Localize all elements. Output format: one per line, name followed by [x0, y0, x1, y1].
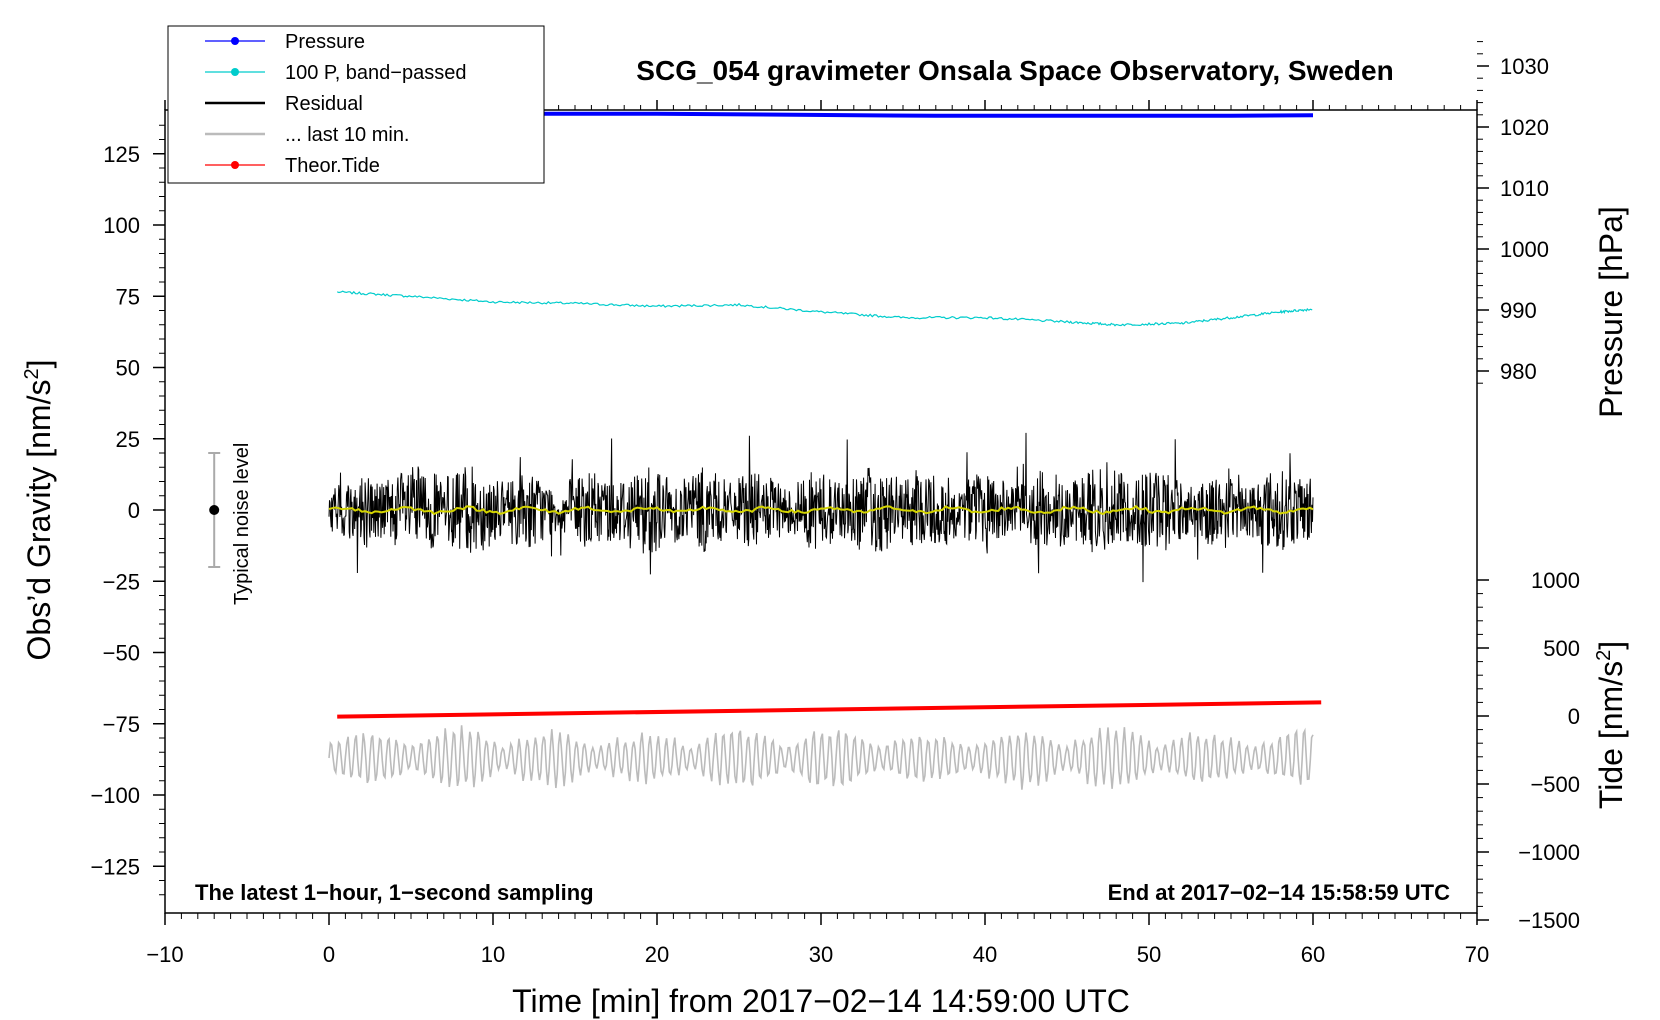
series-theor-tide [337, 700, 1322, 719]
chart-title: SCG_054 gravimeter Onsala Space Observat… [636, 55, 1393, 86]
y-axis-ticks: 125 100 75 50 25 0 −25 −50 −75 −100 −125 [90, 124, 165, 896]
x-tick-label: 0 [323, 942, 335, 967]
tide-tick-label: −1500 [1518, 908, 1580, 933]
tide-tick-label: 0 [1568, 704, 1580, 729]
y-tick-label: −100 [90, 783, 140, 808]
legend-marker [231, 161, 239, 169]
x-tick-label: 50 [1137, 942, 1161, 967]
x-tick-label: 20 [645, 942, 669, 967]
tide-axis-title-close: ] [1593, 641, 1629, 650]
tide-axis-ticks: 1000 500 0 −500 −1000 −1500 [1477, 568, 1580, 933]
y-tick-label: −75 [103, 712, 140, 737]
tide-axis-title: Tide [nm/s2] [1593, 641, 1629, 809]
noise-level-bar [208, 452, 221, 568]
series-residual [328, 432, 1314, 583]
legend: Pressure 100 P, band−passed Residual ... la… [167, 25, 545, 184]
series-pressure [329, 111, 1314, 118]
noise-level-label: Typical noise level [231, 443, 253, 605]
tide-axis-title-sup: 2 [1593, 650, 1615, 661]
y-tick-label: 100 [103, 213, 140, 238]
x-tick-label: 70 [1465, 942, 1489, 967]
y-tick-label: −25 [103, 569, 140, 594]
pressure-axis-title: Pressure [hPa] [1593, 206, 1629, 418]
noise-bar-center [209, 505, 220, 515]
tide-tick-label: −500 [1530, 772, 1580, 797]
legend-box [167, 25, 545, 184]
pressure-tick-label: 980 [1500, 359, 1537, 384]
pressure-tick-label: 1020 [1500, 115, 1549, 140]
x-tick-label: 10 [481, 942, 505, 967]
x-tick-label: 40 [973, 942, 997, 967]
x-tick-label: 30 [809, 942, 833, 967]
legend-label: Theor.Tide [285, 155, 380, 177]
y-tick-label: −125 [90, 854, 140, 879]
y-axis-title-main: Obs’d Gravity [nm/s [21, 380, 57, 661]
series-pressure-bandpassed [336, 290, 1313, 327]
legend-label: ... last 10 min. [285, 124, 410, 146]
legend-item: Pressure [205, 31, 365, 53]
pressure-tick-label: 1000 [1500, 237, 1549, 262]
legend-items: Pressure 100 P, band−passed Residual ... la… [205, 31, 466, 177]
x-axis-ticks: −10 0 10 20 30 40 50 60 70 [146, 100, 1489, 967]
series-residual-smoothed [328, 504, 1314, 516]
y-tick-label: 25 [116, 427, 140, 452]
y-tick-label: 75 [116, 284, 140, 309]
y-axis-title-sup: 2 [21, 368, 43, 379]
tide-axis-title-main: Tide [nm/s [1593, 661, 1629, 809]
legend-label: Pressure [285, 31, 365, 53]
y-axis-title-close: ] [21, 360, 57, 369]
tide-tick-label: 500 [1543, 636, 1580, 661]
legend-label: 100 P, band−passed [285, 62, 466, 84]
y-tick-label: 125 [103, 142, 140, 167]
legend-marker [231, 68, 239, 76]
series-layer [328, 111, 1322, 790]
y-tick-label: 0 [128, 498, 140, 523]
y-tick-label: 50 [116, 356, 140, 381]
pressure-tick-label: 990 [1500, 298, 1537, 323]
pressure-axis-ticks: 1030 1020 1010 1000 990 980 [1477, 41, 1549, 384]
tide-tick-label: −1000 [1518, 840, 1580, 865]
x-tick-label: −10 [146, 942, 183, 967]
legend-item: 100 P, band−passed [205, 62, 466, 84]
legend-label: Residual [285, 93, 363, 115]
legend-item: ... last 10 min. [205, 124, 410, 146]
legend-marker [231, 37, 239, 45]
x-tick-label: 60 [1301, 942, 1325, 967]
legend-item: Theor.Tide [205, 155, 380, 177]
pressure-tick-label: 1010 [1500, 176, 1549, 201]
series-last-10-min [328, 725, 1314, 790]
x-axis-title: Time [min] from 2017−02−14 14:59:00 UTC [512, 983, 1130, 1019]
tide-tick-label: 1000 [1531, 568, 1580, 593]
legend-item: Residual [205, 93, 363, 115]
y-axis-title: Obs’d Gravity [nm/s2] [21, 360, 57, 661]
note-sampling: The latest 1−hour, 1−second sampling [195, 880, 594, 905]
pressure-tick-label: 1030 [1500, 54, 1549, 79]
y-tick-label: −50 [103, 641, 140, 666]
note-end-time: End at 2017−02−14 15:58:59 UTC [1108, 880, 1451, 905]
